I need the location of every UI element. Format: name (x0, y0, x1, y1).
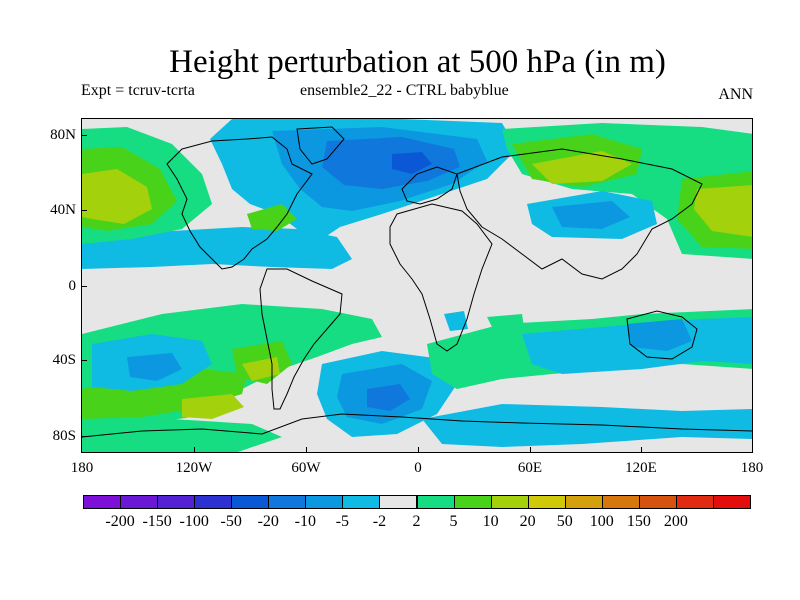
colorbar-box (120, 495, 159, 509)
x-tick-label-180w: 180 (70, 460, 94, 476)
season-label: ANN (718, 86, 753, 103)
ensemble-label: ensemble2_22 - CTRL babyblue (300, 82, 509, 99)
colorbar-level-label: 20 (519, 513, 536, 530)
x-tick-60e (530, 447, 531, 453)
plot-title: Height perturbation at 500 hPa (in m) (169, 44, 666, 80)
colorbar-box (416, 495, 455, 509)
contour-north-atlantic-core (322, 137, 460, 189)
colorbar-box (157, 495, 196, 509)
contour-nepacific-yg (694, 185, 752, 237)
colorbar-box (712, 495, 751, 509)
colorbar-box (194, 495, 233, 509)
contour-central-asia-mid (552, 201, 630, 229)
colorbar-level-label: -100 (179, 513, 209, 530)
contour-asia-yg (532, 151, 632, 184)
coastline-africa (389, 203, 493, 352)
x-tick-60w (306, 447, 307, 453)
contour-north-atlantic-peak (392, 152, 432, 174)
colorbar-level-label: 200 (663, 513, 688, 530)
colorbar-box (342, 495, 381, 509)
y-tick-label-0: 0 (68, 278, 77, 294)
colorbar-level-label: 150 (626, 513, 651, 530)
y-tick-0 (81, 286, 87, 287)
contour-tropical-cyan-africa (444, 311, 468, 331)
colorbar-level-label: 100 (589, 513, 614, 530)
x-tick-label-0: 0 (414, 460, 422, 476)
x-tick-label-60e: 60E (517, 460, 543, 476)
colorbar-level-label: -50 (220, 513, 242, 530)
coastline-asia (456, 148, 703, 280)
y-tick-40s (81, 360, 87, 361)
x-tick-label-120w: 120W (175, 460, 213, 476)
x-tick-label-60w: 60W (291, 460, 321, 476)
contour-west-atlantic-green (247, 204, 297, 231)
y-tick-label-40n: 40N (50, 202, 76, 218)
colorbar-box (379, 495, 418, 509)
contour-southern-ocean-cyan (422, 404, 752, 447)
colorbar-level-label: -20 (257, 513, 279, 530)
y-tick-label-40s: 40S (52, 352, 76, 368)
contour-south-atlantic-yg (242, 357, 280, 381)
colorbar-box (305, 495, 344, 509)
colorbar-level-label: -150 (142, 513, 172, 530)
y-tick-80n (81, 135, 87, 136)
colorbar-box (527, 495, 566, 509)
contour-south-pacific-yg (182, 394, 244, 419)
contour-layer (82, 119, 752, 452)
contour-antarctic-teal (82, 419, 282, 452)
colorbar-box (675, 495, 714, 509)
colorbar-level-label: -2 (372, 513, 387, 530)
colorbar-box (268, 495, 307, 509)
contour-south-pacific-mid (127, 353, 182, 381)
x-tick-label-120e: 120E (625, 460, 657, 476)
contour-tropical-band-north (82, 227, 352, 269)
experiment-label: Expt = tcruv-tcrta (81, 82, 195, 99)
coastline-europe (401, 166, 458, 205)
coastline-north-america (166, 136, 313, 270)
x-tick-0 (418, 447, 419, 453)
colorbar-level-label: 2 (412, 513, 421, 530)
colorbar-box (564, 495, 603, 509)
y-tick-40n (81, 210, 87, 211)
colorbar (83, 495, 751, 511)
height-perturbation-map (81, 118, 753, 453)
contour-australia-mid (627, 319, 692, 351)
contour-north-pacific-yg (82, 169, 152, 224)
y-tick-label-80n: 80N (50, 127, 76, 143)
x-tick-120w (194, 447, 195, 453)
colorbar-level-label: 50 (556, 513, 573, 530)
colorbar-box (601, 495, 640, 509)
colorbar-box (638, 495, 677, 509)
coastline-greenland (296, 126, 345, 165)
coastlines (82, 126, 752, 438)
contour-tropical-teal-indian (487, 314, 524, 327)
y-tick-label-80s: 80S (52, 428, 76, 444)
coastline-south-america (259, 268, 343, 410)
colorbar-box (453, 495, 492, 509)
x-tick-120e (641, 447, 642, 453)
coastline-antarctica (82, 413, 752, 438)
x-tick-label-180e: 180 (740, 460, 764, 476)
y-tick-80s (81, 436, 87, 437)
colorbar-box (83, 495, 122, 509)
colorbar-box (231, 495, 270, 509)
colorbar-level-label: 10 (482, 513, 499, 530)
colorbar-level-label: -10 (294, 513, 316, 530)
colorbar-box (490, 495, 529, 509)
colorbar-level-label: 5 (449, 513, 458, 530)
colorbar-level-label: -200 (105, 513, 135, 530)
coastline-australia (626, 310, 698, 360)
colorbar-level-label: -5 (335, 513, 350, 530)
contour-south-atlantic-core (367, 384, 410, 411)
